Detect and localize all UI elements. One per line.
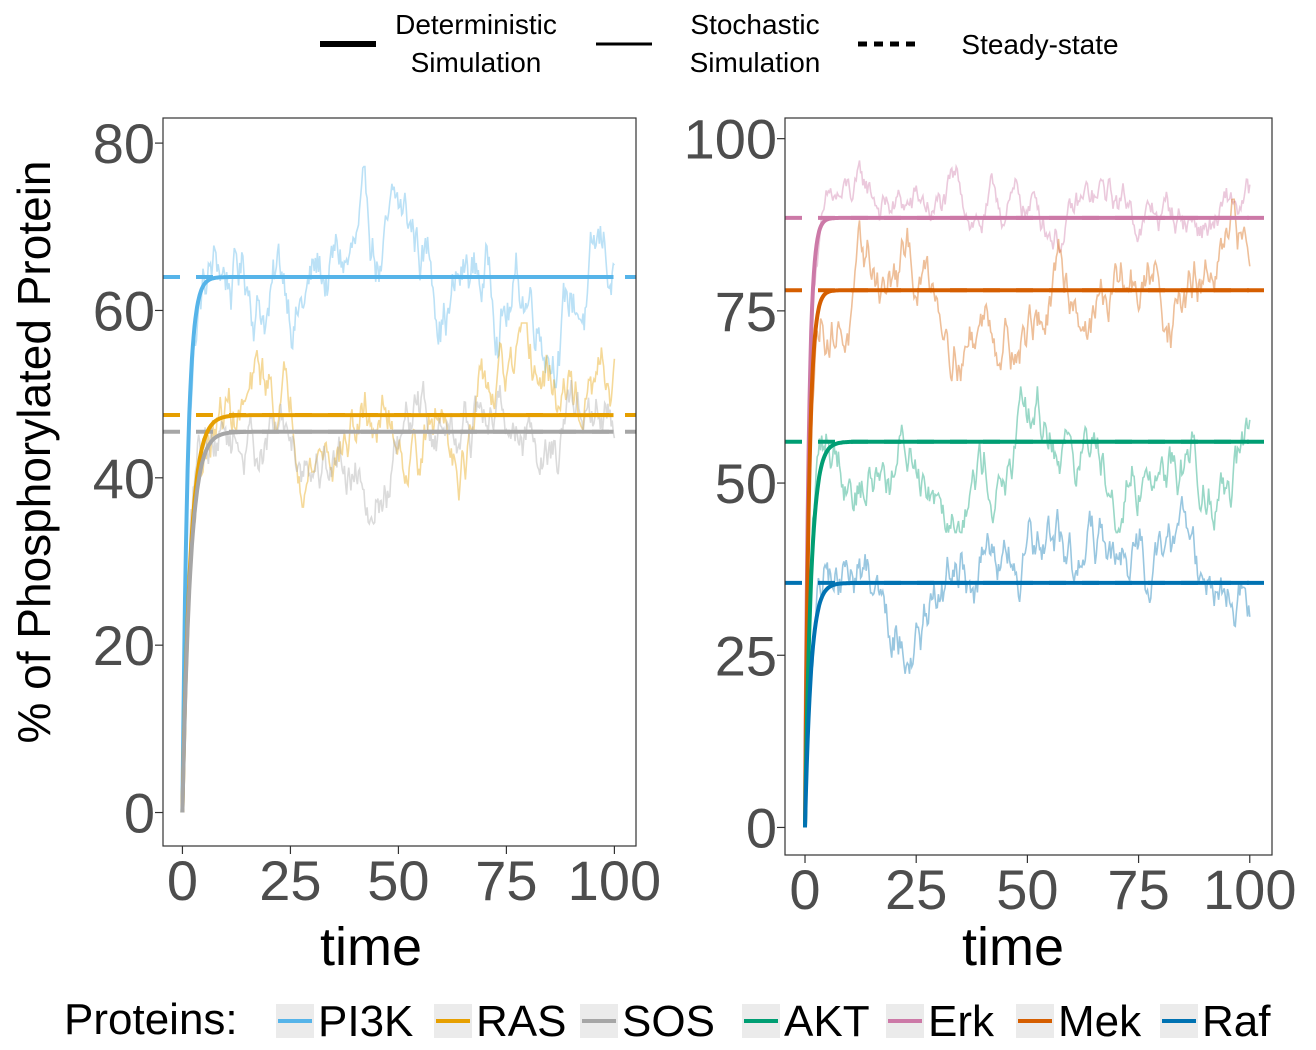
legend-label-pi3k: PI3K [318,997,413,1046]
x-tick-label: 75 [1107,858,1169,921]
legend-label-sos: SOS [622,997,715,1046]
x-tick-label: 50 [367,849,429,912]
right-x-axis-title: time [962,917,1064,977]
legend-label-steady-state: Steady-state [961,29,1118,60]
y-tick-label: 60 [93,279,155,342]
legend-label-raf: Raf [1202,997,1271,1046]
legend-label-stochastic-2: Simulation [690,47,821,78]
stochastic-line-mek [804,198,1251,828]
x-tick-label: 0 [167,849,198,912]
y-tick-label: 50 [715,452,777,515]
right-axes: 0 25 50 75 100 0 25 50 75 100 [684,108,1297,921]
legend-label-stochastic-1: Stochastic [690,9,819,40]
x-tick-label: 50 [996,858,1058,921]
x-tick-label: 25 [885,858,947,921]
left-x-axis-title: time [320,917,422,977]
x-tick-label: 100 [1203,858,1296,921]
left-panel: 0 25 50 75 100 0 20 40 60 80 time % of Phosphoryl… [8,112,661,977]
y-tick-label: 40 [93,447,155,510]
deterministic-line-pi3k [180,275,614,813]
deterministic-line-sos [180,429,614,813]
stochastic-line-raf [804,496,1251,828]
x-tick-label: 0 [789,858,820,921]
x-tick-label: 100 [568,849,661,912]
deterministic-line-ras [180,413,614,813]
legend-label-ras: RAS [476,997,566,1046]
legend-label-deterministic-1: Deterministic [395,9,557,40]
deterministic-line-raf [803,580,1249,828]
deterministic-line-mek [803,288,1249,828]
legend-label-erk: Erk [928,997,995,1046]
y-axis-title: % of Phosphorylated Protein [8,160,60,743]
top-legend: Deterministic Simulation Stochastic Simu… [320,9,1119,78]
legend-label-mek: Mek [1058,997,1142,1046]
legend-label-deterministic-2: Simulation [411,47,542,78]
y-tick-label: 0 [124,782,155,845]
deterministic-line-erk [803,215,1249,828]
y-tick-label: 100 [684,108,777,171]
x-tick-label: 25 [259,849,321,912]
left-plot-area [163,165,636,813]
deterministic-line-akt [803,439,1249,828]
stochastic-line-erk [804,160,1251,828]
stochastic-line-sos [181,379,616,813]
y-tick-label: 75 [715,280,777,343]
bottom-legend: Proteins: PI3K RAS SOS AKT Erk Mek Raf [64,995,1271,1046]
y-tick-label: 0 [746,796,777,859]
legend-label-akt: AKT [784,997,870,1046]
x-tick-label: 75 [475,849,537,912]
stochastic-line-akt [804,386,1251,828]
y-tick-label: 25 [715,624,777,687]
stochastic-line-pi3k [181,165,615,813]
right-panel-border [784,117,1273,856]
right-panel: 0 25 50 75 100 0 25 50 75 100 time [684,108,1297,977]
left-panel-border [162,117,637,847]
left-axes: 0 25 50 75 100 0 20 40 60 80 [93,112,661,912]
right-plot-area [785,160,1272,828]
stochastic-line-ras [181,322,616,813]
legend-title-proteins: Proteins: [64,995,238,1044]
y-tick-label: 20 [93,614,155,677]
bottom-legend-items: PI3K RAS SOS AKT Erk Mek Raf [276,997,1271,1046]
y-tick-label: 80 [93,112,155,175]
